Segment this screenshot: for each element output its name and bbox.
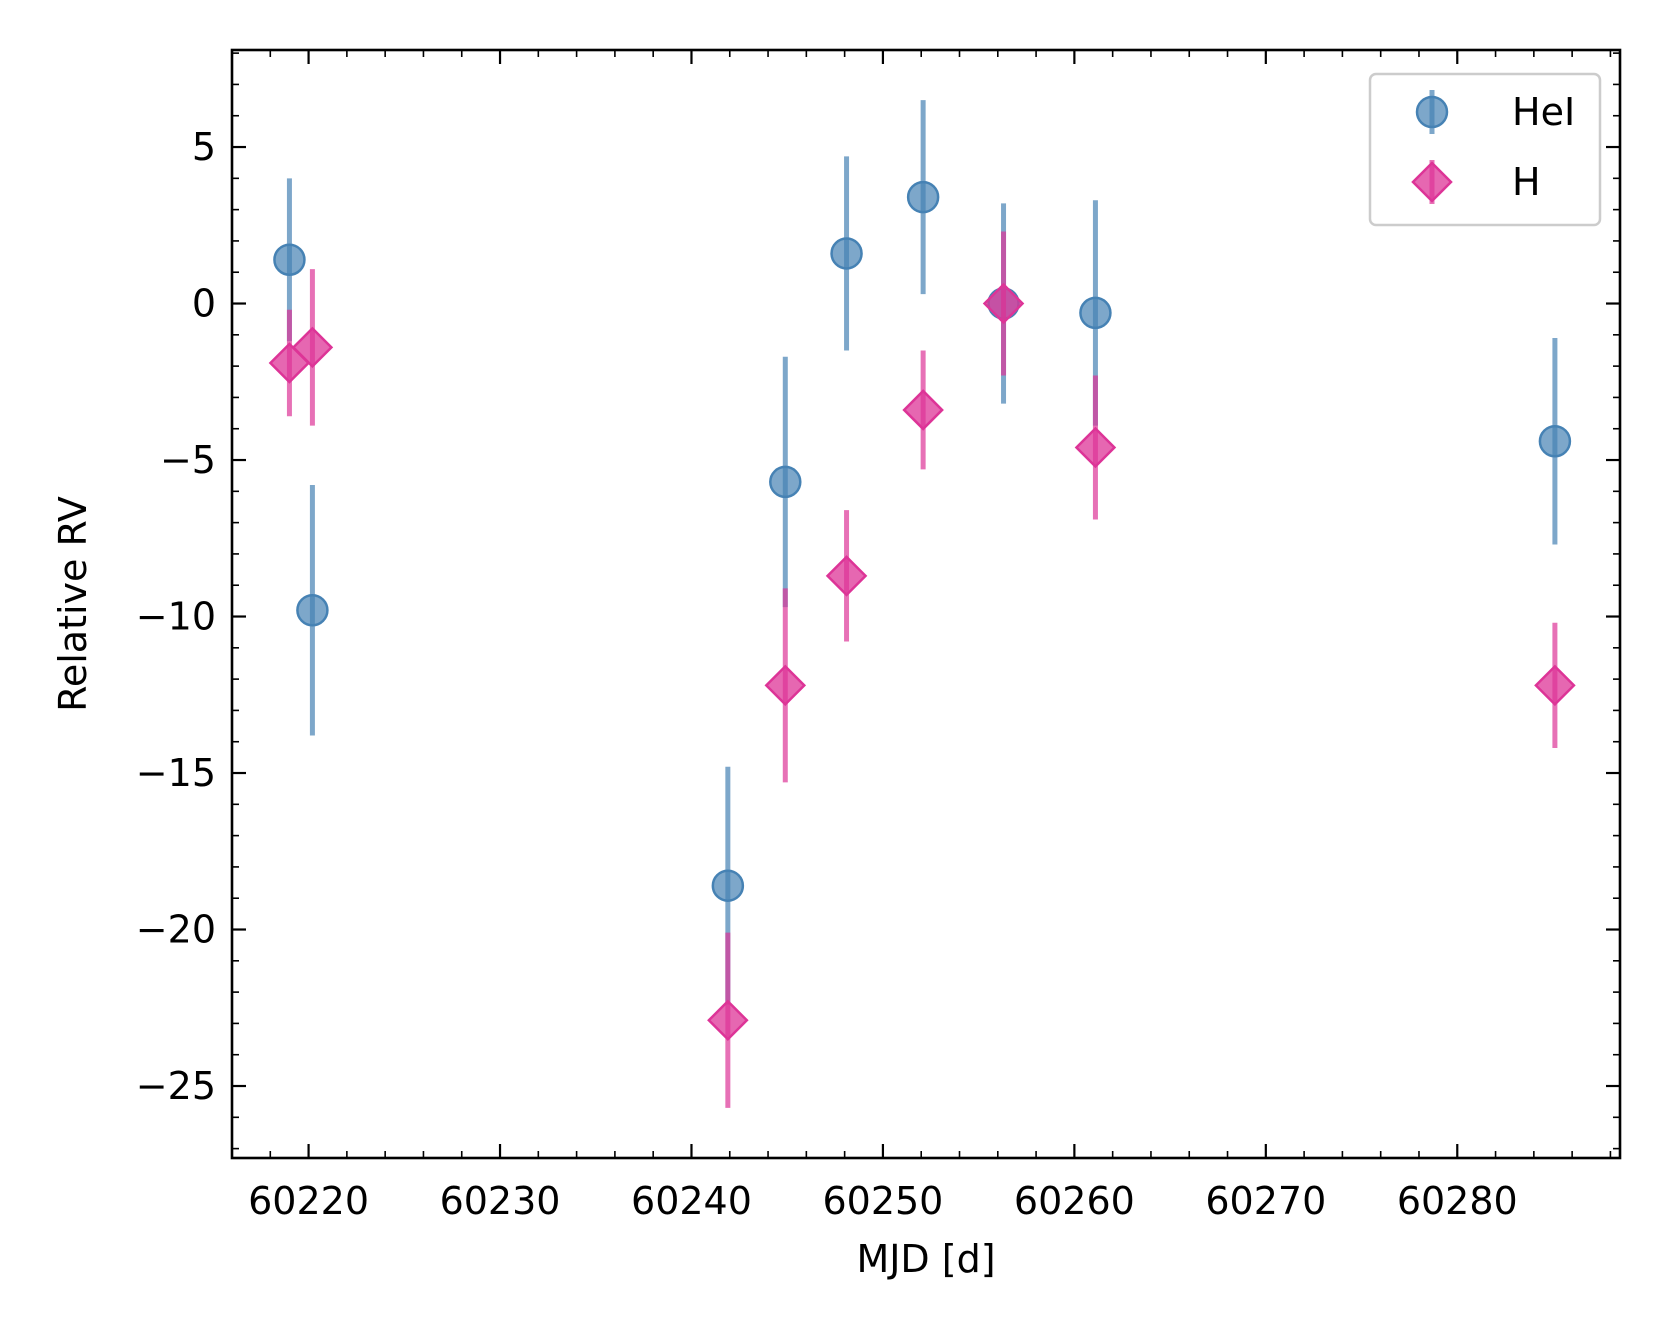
y-tick-label: −25 [136,1064,216,1108]
data-point [1538,424,1572,458]
data-point [1079,296,1112,330]
data-point [296,594,329,627]
data-point [825,555,868,597]
legend-marker [1415,95,1449,129]
data-point [1074,426,1117,469]
legend-label: HeI [1512,90,1575,134]
legend-label: H [1512,160,1541,204]
data-point [764,664,807,707]
x-tick-label: 60250 [822,1179,943,1223]
legend: HeI H [1368,72,1602,227]
x-tick-label: 60220 [248,1179,369,1223]
data-point [769,465,802,499]
data-point [902,389,944,431]
series-h [268,231,1576,1108]
legend-marker [1411,161,1453,203]
y-tick-label: −20 [136,908,216,952]
y-tick-label: −10 [136,595,216,639]
y-tick-label: 0 [192,282,216,326]
data-point [711,869,745,902]
y-axis-label: Relative RV [51,496,95,712]
data-point [707,999,749,1042]
data-point [830,237,863,270]
x-axis-label: MJD [d] [856,1237,995,1281]
x-tick-label: 60280 [1397,1179,1518,1223]
series-hei [273,100,1572,1005]
y-tick-label: −15 [136,751,216,795]
x-tick-label: 60240 [631,1179,752,1223]
data-point [291,326,334,369]
data-point [906,180,940,214]
x-tick-label: 60230 [440,1179,561,1223]
plot-frame [230,48,1622,1160]
data-point [982,282,1025,325]
data-point [1534,664,1576,707]
axis-layer: 60220 60230 60240 60250 60260 60270 60280 5 0 −5 −… [136,50,1620,1223]
y-tick-label: 5 [192,125,216,169]
x-tick-label: 60270 [1205,1179,1326,1223]
series-layer [268,100,1576,1108]
data-point [273,243,306,276]
y-tick-label: −5 [160,438,216,482]
x-tick-label: 60260 [1014,1179,1135,1223]
